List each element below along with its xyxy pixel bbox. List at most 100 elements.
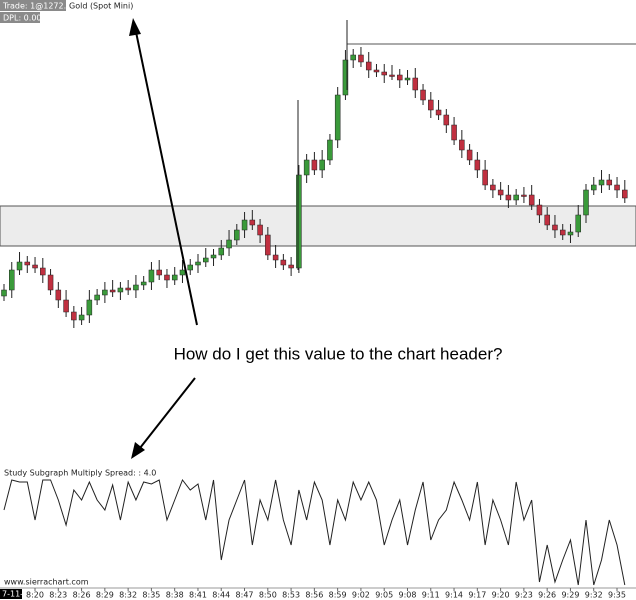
candle-body — [280, 259, 287, 266]
candle-body — [544, 214, 550, 226]
dpl-text: DPL: 0.00C — [3, 14, 47, 23]
time-label: 9:26 — [538, 591, 556, 600]
candle-body — [32, 264, 38, 269]
candle-body — [210, 254, 217, 259]
time-label: 9:08 — [398, 591, 416, 600]
arrow-head — [131, 442, 145, 459]
candle-body — [459, 139, 465, 151]
date-box — [0, 589, 22, 599]
candle-body — [164, 274, 170, 281]
candle-body — [55, 289, 62, 301]
watermark: www.sierrachart.com — [4, 578, 89, 587]
annotation: How do I get this value to the chart hea… — [174, 344, 503, 363]
candle-body — [187, 264, 193, 271]
candle-body — [86, 299, 93, 316]
time-label: 9:35 — [608, 591, 626, 600]
candle-body — [1, 289, 7, 297]
time-label: 8:32 — [119, 591, 137, 600]
candle-body — [373, 69, 380, 73]
time-label: 8:59 — [329, 591, 347, 600]
candle-body — [474, 159, 481, 171]
time-axis: 8:20 8:23 8:26 8:29 8:32 8:35 8:38 8:41 8:44 8:47… — [26, 588, 626, 600]
candle-body — [179, 269, 186, 276]
candle-body — [226, 239, 232, 249]
candle-body — [505, 194, 512, 201]
time-label: 8:38 — [166, 591, 184, 600]
candle-body — [443, 114, 450, 126]
candle-body — [567, 231, 574, 236]
time-label: 9:20 — [492, 591, 510, 600]
candle-body — [171, 274, 178, 281]
candle-body — [591, 184, 597, 191]
candle-body — [156, 269, 162, 276]
time-label: 8:41 — [189, 591, 207, 600]
arrow-up — [135, 31, 198, 326]
candle-body — [389, 74, 395, 77]
candle-body — [117, 287, 124, 293]
candle-body — [365, 61, 372, 71]
candle-body — [272, 254, 279, 261]
candle-body — [148, 269, 155, 283]
candle-body — [102, 289, 108, 296]
candle-body — [497, 189, 504, 196]
study-line — [3, 478, 626, 586]
candle-body — [311, 159, 318, 171]
candle-body — [265, 234, 271, 256]
candle-body — [412, 77, 419, 91]
arrow-down — [139, 377, 196, 449]
candle-body — [234, 229, 240, 241]
candle-body — [528, 194, 535, 206]
candle-body — [218, 247, 225, 256]
candle-body — [490, 184, 496, 191]
candle-body — [606, 179, 613, 186]
candle-body — [536, 204, 543, 216]
date-label: 7-11-6 — [2, 590, 28, 599]
candle-body — [350, 54, 356, 61]
candle-body — [109, 289, 116, 293]
time-label: 9:11 — [422, 591, 440, 600]
candle-body — [466, 149, 473, 161]
arrow-head — [129, 18, 141, 36]
candle-body — [397, 74, 403, 81]
time-label: 8:35 — [142, 591, 160, 600]
time-label: 9:14 — [445, 591, 463, 600]
candle-body — [63, 299, 69, 313]
candle-body — [249, 219, 256, 226]
time-label: 8:47 — [236, 591, 254, 600]
candle-body — [133, 284, 139, 291]
candle-body — [513, 194, 519, 201]
candle-body — [559, 229, 566, 236]
time-label: 9:17 — [468, 591, 486, 600]
time-label: 8:44 — [212, 591, 230, 600]
candle-body — [451, 124, 457, 141]
candle-body — [78, 314, 85, 321]
time-label: 8:23 — [49, 591, 67, 600]
time-label: 8:56 — [305, 591, 323, 600]
candle-body — [296, 174, 302, 269]
candle-body — [24, 261, 31, 266]
candle-body — [94, 294, 100, 301]
time-label: 8:50 — [259, 591, 277, 600]
candle-body — [521, 194, 527, 197]
candle-body — [203, 257, 209, 263]
candle-body — [327, 139, 333, 161]
time-label: 8:20 — [26, 591, 44, 600]
trade-box — [0, 0, 66, 11]
candle-body — [125, 287, 131, 291]
candle-body — [140, 281, 147, 286]
time-label: 9:02 — [352, 591, 370, 600]
candle-body — [288, 264, 294, 269]
time-label: 8:29 — [96, 591, 114, 600]
dpl-box — [0, 12, 40, 23]
candle-body — [319, 159, 325, 171]
candle-body — [358, 54, 364, 63]
trade-text: Trade: 1@1272.17 — [2, 2, 76, 11]
candle-body — [40, 267, 46, 276]
candle-body — [420, 89, 426, 101]
time-label: 9:29 — [561, 591, 579, 600]
candle-body — [435, 109, 442, 116]
time-label: 9:05 — [375, 591, 393, 600]
candle-body — [482, 169, 488, 186]
